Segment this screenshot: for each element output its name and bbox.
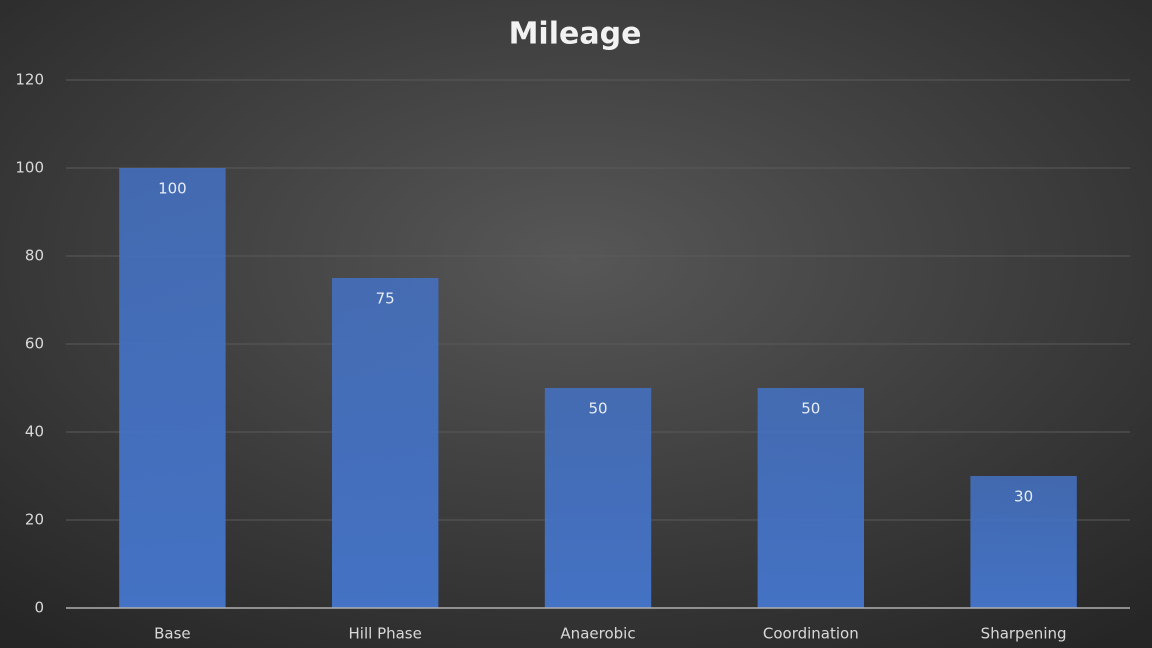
x-tick-label: Base	[154, 625, 191, 643]
data-label: 30	[1014, 488, 1033, 506]
data-label: 100	[158, 180, 187, 198]
data-label: 50	[588, 400, 607, 418]
x-tick-label: Sharpening	[981, 625, 1067, 643]
x-tick-label: Coordination	[763, 625, 859, 643]
x-tick-label: Hill Phase	[349, 625, 422, 643]
bar	[757, 388, 864, 608]
y-tick-label: 40	[25, 423, 44, 441]
y-tick-label: 20	[25, 511, 44, 529]
data-label: 75	[376, 290, 395, 308]
data-label: 50	[801, 400, 820, 418]
bar	[332, 278, 439, 608]
bar	[119, 168, 226, 608]
bar	[544, 388, 652, 608]
y-tick-label: 60	[25, 335, 44, 353]
bar	[970, 476, 1077, 608]
y-tick-label: 120	[15, 71, 44, 89]
x-tick-label: Anaerobic	[560, 625, 635, 643]
y-tick-label: 0	[34, 599, 44, 617]
chart-title: Mileage	[509, 17, 642, 52]
y-tick-label: 80	[25, 247, 44, 265]
y-tick-label: 100	[15, 159, 44, 177]
